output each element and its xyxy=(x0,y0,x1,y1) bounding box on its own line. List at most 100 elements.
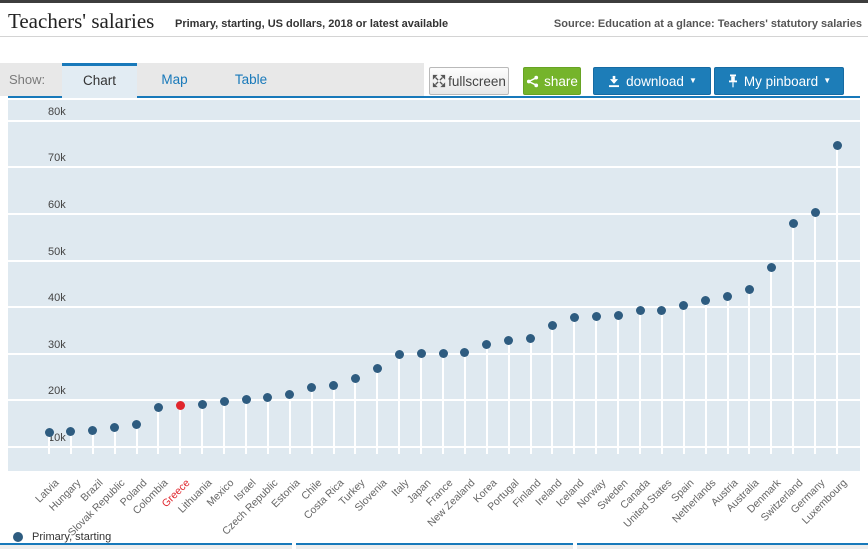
stem-Korea xyxy=(485,347,488,454)
stem-Luxembourg xyxy=(836,148,839,454)
data-point-New Zealand[interactable] xyxy=(460,348,470,358)
gridline-70k xyxy=(8,166,860,169)
stem-France xyxy=(442,356,445,454)
tab-table[interactable]: Table xyxy=(234,72,268,87)
download-button[interactable]: download ▼ xyxy=(593,67,711,95)
stem-Israel xyxy=(245,402,247,454)
data-point-Chile[interactable] xyxy=(307,383,317,393)
x-axis-labels: Latvia Hungary Brazil Slovak Republic Poland… xyxy=(8,471,860,539)
stem-Mexico xyxy=(223,404,226,454)
stem-Turkey xyxy=(354,381,357,454)
data-point-Portugal[interactable] xyxy=(504,335,514,345)
download-icon xyxy=(607,75,621,88)
data-point-Finland[interactable] xyxy=(526,334,536,344)
bottom-panel[interactable] xyxy=(296,543,573,549)
stem-Estonia xyxy=(288,397,291,454)
stem-Netherlands xyxy=(704,303,707,454)
stem-Portugal xyxy=(507,343,510,454)
fullscreen-button[interactable]: fullscreen xyxy=(429,67,509,95)
chart-legend[interactable]: Primary, starting xyxy=(13,531,111,543)
data-point-Denmark[interactable] xyxy=(766,262,776,272)
stem-Lithuania xyxy=(201,407,204,454)
data-point-Luxembourg[interactable] xyxy=(832,141,842,151)
data-point-Spain[interactable] xyxy=(679,301,689,311)
data-point-Costa Rica[interactable] xyxy=(329,380,339,390)
stem-Latvia xyxy=(48,435,50,454)
share-icon xyxy=(526,75,539,88)
stem-Ireland xyxy=(551,328,554,454)
data-point-Hungary[interactable] xyxy=(66,427,76,437)
stem-Spain xyxy=(682,308,685,454)
data-point-Lithuania[interactable] xyxy=(197,399,207,409)
share-button-label: share xyxy=(544,73,578,89)
data-point-Germany[interactable] xyxy=(810,207,820,217)
fullscreen-expand-icon xyxy=(432,74,446,88)
data-point-Slovak Republic[interactable] xyxy=(110,423,120,433)
legend-label: Primary, starting xyxy=(32,531,112,543)
gridline-20k xyxy=(8,399,860,402)
pin-icon xyxy=(727,74,739,88)
gridline-40k xyxy=(8,306,860,309)
data-point-Greece[interactable] xyxy=(175,401,185,411)
stem-Hungary xyxy=(69,434,72,454)
stem-Brazil xyxy=(91,433,94,454)
tab-bar-border-left xyxy=(8,96,62,98)
data-point-Estonia[interactable] xyxy=(285,390,295,400)
header-divider xyxy=(0,36,868,37)
caret-down-icon: ▼ xyxy=(688,76,697,85)
data-point-Colombia[interactable] xyxy=(153,403,163,413)
share-button[interactable]: share xyxy=(523,67,581,95)
stem-Chile xyxy=(310,390,313,454)
data-point-France[interactable] xyxy=(438,348,448,358)
tab-chart[interactable]: Chart xyxy=(62,63,137,98)
y-tick-70k: 70k xyxy=(48,152,66,165)
stem-Canada xyxy=(639,313,642,454)
bottom-panel[interactable] xyxy=(0,543,292,549)
pinboard-button-label: My pinboard xyxy=(743,73,819,89)
stem-Costa Rica xyxy=(332,388,335,454)
stem-Denmark xyxy=(770,270,773,454)
data-point-Mexico[interactable] xyxy=(219,396,229,406)
data-point-Israel[interactable] xyxy=(241,394,251,404)
bottom-panel[interactable] xyxy=(577,543,868,549)
stem-Norway xyxy=(595,319,598,454)
stem-Italy xyxy=(398,357,401,454)
data-point-Norway[interactable] xyxy=(591,312,601,322)
stem-Japan xyxy=(420,356,423,454)
data-point-Slovenia[interactable] xyxy=(372,364,382,374)
data-point-Sweden[interactable] xyxy=(613,310,623,320)
data-point-Italy[interactable] xyxy=(394,350,404,360)
stem-Greece xyxy=(179,408,182,454)
stem-Finland xyxy=(529,341,532,454)
y-tick-50k: 50k xyxy=(48,245,66,258)
tab-map[interactable]: Map xyxy=(161,72,188,87)
stem-Slovenia xyxy=(376,371,379,454)
data-point-United States[interactable] xyxy=(657,305,667,315)
page-title: Teachers' salaries xyxy=(8,9,155,33)
data-point-Australia[interactable] xyxy=(744,284,754,294)
data-point-Canada[interactable] xyxy=(635,306,645,316)
data-point-Iceland[interactable] xyxy=(569,313,579,323)
data-point-Korea[interactable] xyxy=(482,340,492,350)
my-pinboard-button[interactable]: My pinboard ▼ xyxy=(714,67,844,95)
data-point-Netherlands[interactable] xyxy=(701,295,711,305)
data-point-Ireland[interactable] xyxy=(547,321,557,331)
data-point-Brazil[interactable] xyxy=(88,426,98,436)
data-point-Czech Republic[interactable] xyxy=(263,392,273,402)
stem-Poland xyxy=(135,427,138,454)
chart-plot-area: 10k 20k 30k 40k 50k 60k 70k 80k xyxy=(8,100,860,471)
data-point-Austria[interactable] xyxy=(723,292,733,302)
gridline-30k xyxy=(8,352,860,355)
data-point-Japan[interactable] xyxy=(416,349,426,359)
stem-Slovak Republic xyxy=(113,430,116,454)
stem-Sweden xyxy=(617,318,620,454)
data-point-Latvia[interactable] xyxy=(44,427,54,437)
caret-down-icon: ▼ xyxy=(823,76,832,85)
data-point-Turkey[interactable] xyxy=(350,373,360,383)
stem-Australia xyxy=(748,292,751,454)
gridline-60k xyxy=(8,213,860,215)
data-point-Switzerland[interactable] xyxy=(788,219,798,229)
y-tick-40k: 40k xyxy=(48,292,66,305)
data-point-Poland[interactable] xyxy=(132,419,142,429)
